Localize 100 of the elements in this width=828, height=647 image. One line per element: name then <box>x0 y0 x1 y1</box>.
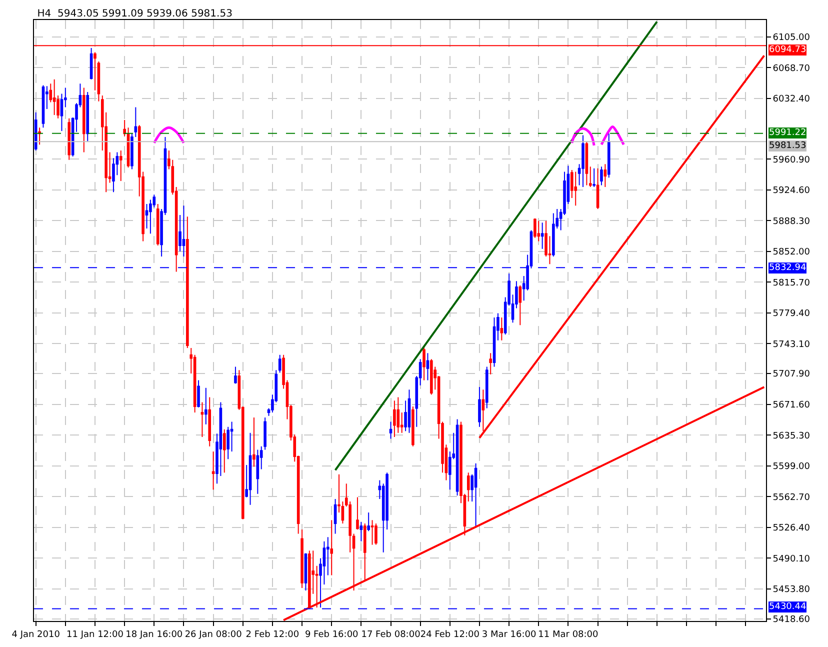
candlestick <box>574 171 578 206</box>
candlestick <box>252 417 256 468</box>
x-tick-label: 11 Mar 08:00 <box>538 630 599 640</box>
candlestick <box>604 164 607 188</box>
candlestick <box>212 450 215 490</box>
candlestick <box>500 317 504 341</box>
y-tick-label: 5924.60 <box>772 186 810 196</box>
candlestick <box>97 61 100 102</box>
candlestick <box>156 203 160 246</box>
candlestick <box>596 168 600 210</box>
candlestick <box>42 84 45 128</box>
line-series <box>570 127 596 147</box>
candlestick <box>389 421 392 440</box>
candlestick <box>182 205 186 257</box>
candlestick <box>308 550 311 610</box>
y-tick-label: 5960.90 <box>772 155 810 166</box>
candlestick <box>248 432 252 506</box>
candlestick <box>123 120 126 137</box>
candlestick <box>600 166 603 186</box>
y-tick-label: 5779.40 <box>772 309 810 320</box>
candlestick <box>119 150 122 182</box>
y-tick-label: 5490.10 <box>772 554 810 564</box>
candlestick <box>186 216 189 349</box>
candlestick <box>256 449 260 494</box>
candlestick <box>534 218 536 238</box>
candlestick <box>363 523 366 581</box>
y-tick-label: 5418.60 <box>772 614 810 625</box>
candlestick <box>582 134 584 188</box>
candlestick <box>585 142 588 186</box>
ref-line-label: 5981.53 <box>769 141 806 151</box>
candlestick <box>396 396 400 434</box>
candlestick <box>430 358 433 396</box>
x-tick-label: 4 Jan 2010 <box>12 630 60 640</box>
candlestick <box>374 523 378 546</box>
candlestick <box>94 52 96 91</box>
candlestick <box>330 520 334 576</box>
candlestick <box>304 552 308 591</box>
x-tick-label: 3 Mar 16:00 <box>482 630 537 640</box>
candlestick <box>456 418 459 496</box>
candlestick <box>466 472 470 502</box>
candlestick <box>485 366 488 409</box>
candlestick <box>90 47 93 80</box>
candlestick <box>200 402 204 438</box>
y-tick-label: 5671.60 <box>772 400 810 410</box>
y-tick-label: 5599.00 <box>772 462 810 472</box>
candlestick <box>367 512 370 532</box>
ref-line-label: 5430.44 <box>769 602 806 612</box>
x-tick-label: 9 Feb 16:00 <box>304 630 359 640</box>
x-tick-label: 17 Feb 08:00 <box>361 630 421 640</box>
candlestick <box>478 386 481 428</box>
y-tick-label: 6032.40 <box>772 94 810 105</box>
ref-line-label: 5832.94 <box>769 263 806 273</box>
y-tick-label: 5635.30 <box>772 431 810 442</box>
candlestick <box>82 87 86 153</box>
candlestick <box>422 345 426 381</box>
candlestick <box>482 389 485 432</box>
candlestick <box>552 212 555 257</box>
candlestick <box>518 284 522 326</box>
candlestick <box>540 222 544 250</box>
candlestick <box>300 528 304 588</box>
candlestick <box>426 352 430 381</box>
x-tick-label: 11 Jan 12:00 <box>66 630 124 640</box>
candlestick <box>234 366 237 384</box>
y-tick-label: 5815.70 <box>772 278 810 288</box>
candlestick <box>222 428 226 474</box>
ref-line-label: 6094.73 <box>769 45 806 55</box>
candlestick <box>34 112 38 152</box>
candlestick <box>412 406 414 447</box>
candlestick <box>145 203 148 230</box>
candlestick <box>38 127 41 146</box>
candlestick <box>370 520 374 546</box>
ref-line-label: 5991.22 <box>769 128 806 138</box>
candlestick <box>408 389 411 434</box>
candlestick <box>360 521 363 542</box>
candlestick <box>474 462 478 528</box>
x-tick-label: 26 Jan 08:00 <box>184 630 242 640</box>
candlestick <box>197 380 200 408</box>
candlestick <box>334 498 337 534</box>
y-tick-label: 6068.70 <box>772 64 810 74</box>
x-tick-label: 2 Feb 12:00 <box>246 630 300 640</box>
chart-title: H4 5943.05 5991.09 5939.06 5981.53 <box>37 8 232 20</box>
candlestick <box>492 317 496 368</box>
y-tick-label: 5526.40 <box>772 524 810 534</box>
candlestick <box>204 387 208 425</box>
candlestick <box>607 133 610 178</box>
candlestick <box>588 166 592 188</box>
candlestick <box>278 354 282 374</box>
y-tick-label: 5743.10 <box>772 340 810 350</box>
candlestick <box>52 78 56 116</box>
candlestick <box>489 352 492 375</box>
y-tick-label: 5453.80 <box>772 585 810 596</box>
x-tick-label: 18 Jan 16:00 <box>126 630 183 640</box>
y-tick-label: 5562.70 <box>772 492 810 503</box>
candlestick <box>226 426 230 460</box>
x-tick-label: 24 Feb 12:00 <box>420 630 480 640</box>
y-tick-label: 5888.30 <box>772 216 810 227</box>
y-tick-label: 5852.00 <box>772 248 810 258</box>
y-tick-label: 6105.00 <box>772 33 810 44</box>
candlestick <box>68 118 71 160</box>
candlestick <box>86 92 90 142</box>
